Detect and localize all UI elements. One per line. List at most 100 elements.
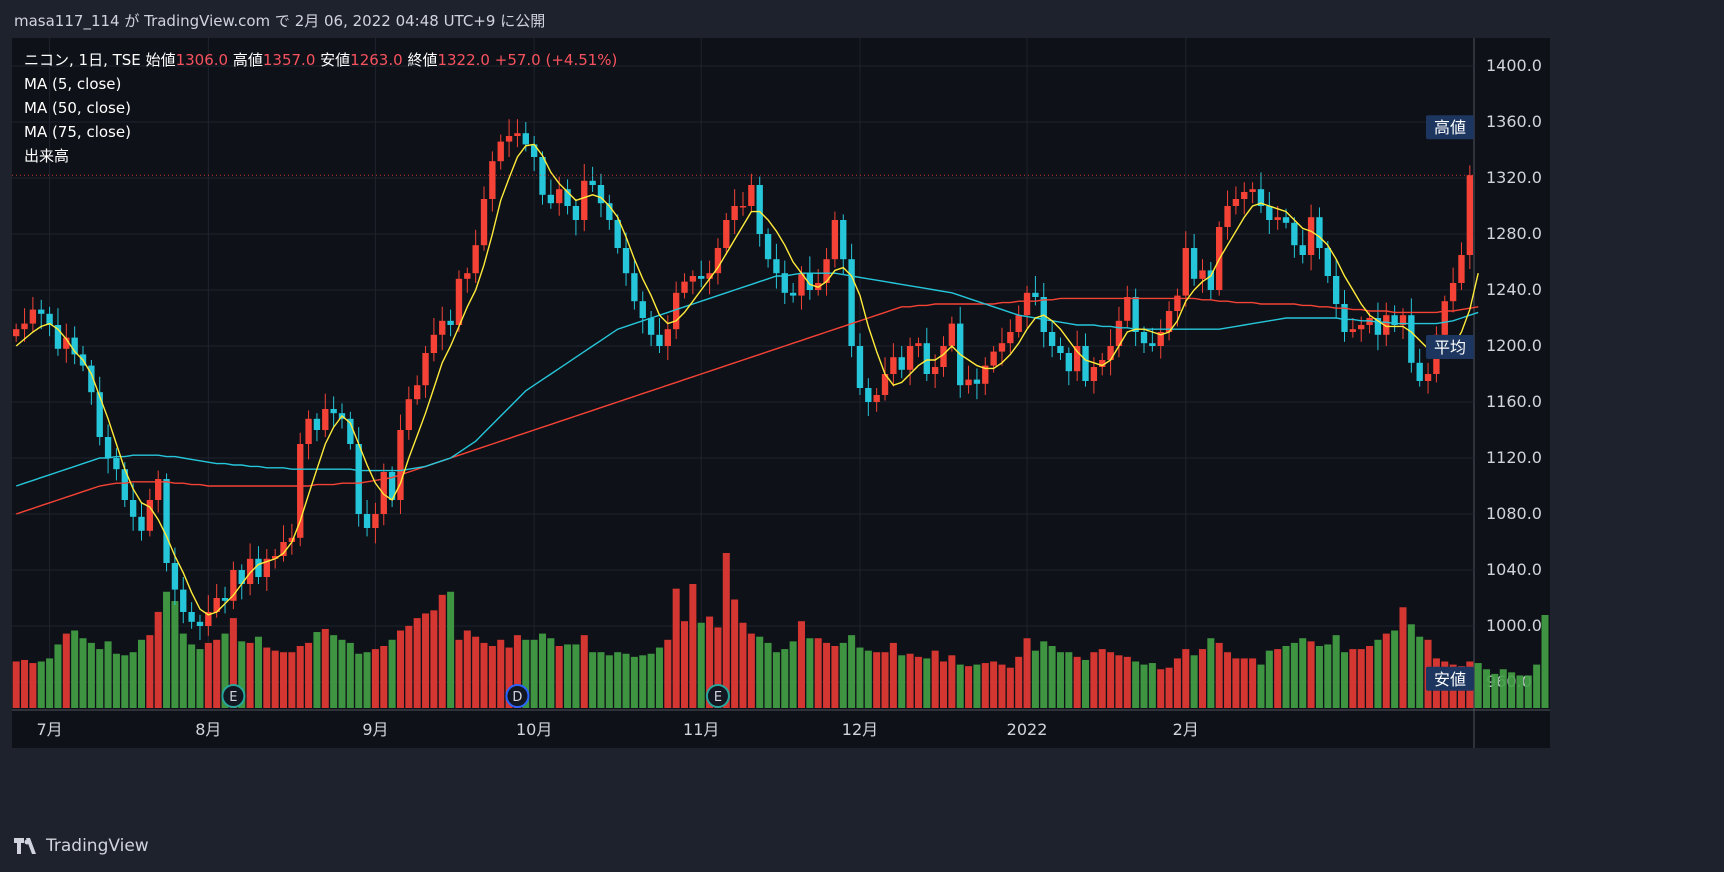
x-tick-label: 7月 — [37, 720, 63, 739]
candle-body — [731, 206, 738, 220]
candle — [748, 173, 755, 212]
volume-bar — [864, 650, 872, 708]
price-axis — [1474, 38, 1550, 710]
candle-body — [1015, 315, 1022, 332]
candle-body — [990, 351, 997, 366]
candle-body — [789, 292, 797, 296]
symbol-label[interactable]: ニコン, 1日, TSE — [24, 51, 141, 69]
indicator-volume[interactable]: 出来高 — [24, 147, 70, 165]
candle-body — [422, 353, 429, 386]
price-badge — [1426, 335, 1474, 359]
candle — [1099, 353, 1106, 376]
candle-body — [873, 395, 880, 402]
volume-bar — [1499, 669, 1507, 708]
volume-bar — [346, 642, 354, 708]
top-bar: masa117_114 が TradingView.com で 2月 06, 2… — [0, 0, 1724, 38]
candle-body — [322, 409, 329, 430]
volume-bar — [722, 553, 730, 708]
volume-bar — [664, 639, 672, 708]
y-tick-label: 1240.0 — [1486, 280, 1542, 299]
volume-bar — [330, 635, 338, 708]
volume-bar — [605, 655, 613, 708]
candle — [1107, 329, 1114, 376]
volume-bar — [1307, 641, 1315, 708]
tradingview-logo[interactable]: TradingView — [14, 836, 149, 856]
volume-bar — [814, 638, 822, 708]
volume-bar — [538, 633, 547, 708]
volume-bar — [1349, 649, 1357, 708]
candle — [1048, 320, 1056, 358]
candle — [789, 283, 797, 303]
volume-bar — [129, 652, 137, 708]
candle-body — [447, 320, 454, 325]
indicator-ma50[interactable]: MA (50, close) — [24, 99, 131, 117]
candle — [1324, 241, 1331, 283]
candle — [13, 323, 20, 342]
volume-bar — [1274, 649, 1282, 708]
ma50-line — [15, 272, 1479, 487]
volume-bar — [848, 635, 856, 708]
volume-bar — [104, 641, 112, 708]
event-marker — [221, 684, 246, 708]
volume-bar — [1065, 652, 1073, 708]
volume-bar — [1257, 664, 1265, 708]
chart-legend: ニコン, 1日, TSE 始値1306.0 高値1357.0 安値1263.0 … — [24, 48, 617, 168]
candle — [113, 448, 120, 481]
volume-bar — [96, 649, 104, 708]
volume-bar — [706, 616, 714, 708]
candle-body — [781, 273, 788, 293]
candle-body — [246, 558, 254, 584]
volume-bar — [87, 642, 95, 708]
candle — [1015, 305, 1022, 338]
candle — [104, 424, 112, 474]
candle-body — [439, 320, 446, 335]
volume-bar — [956, 664, 964, 708]
candle — [1341, 290, 1348, 342]
candle — [539, 151, 546, 205]
volume-bar — [280, 652, 288, 708]
publish-attribution: masa117_114 が TradingView.com で 2月 06, 2… — [14, 12, 546, 30]
footer-bar: TradingView — [0, 824, 1724, 872]
indicator-ma5[interactable]: MA (5, close) — [24, 75, 122, 93]
volume-bar — [488, 646, 496, 708]
candle — [63, 323, 70, 363]
candle-body — [1140, 332, 1148, 344]
candle — [363, 500, 371, 537]
volume-bar — [505, 647, 513, 708]
candle-body — [1424, 374, 1432, 381]
candle-body — [614, 220, 621, 248]
volume-bar — [1090, 652, 1098, 708]
volume-bar — [71, 630, 79, 708]
candle — [1307, 204, 1315, 271]
candle — [305, 410, 312, 460]
volume-bar — [254, 636, 262, 708]
volume-bar — [797, 621, 805, 708]
plot-area — [12, 38, 1474, 710]
indicator-ma75[interactable]: MA (75, close) — [24, 123, 131, 141]
volume-bar — [714, 627, 722, 708]
volume-bar — [1516, 675, 1524, 708]
candle — [1057, 337, 1064, 360]
candle-body — [1090, 367, 1098, 381]
candle-body — [180, 589, 187, 612]
candle-body — [330, 409, 337, 414]
candle-body — [564, 189, 571, 206]
candle-body — [1190, 248, 1198, 279]
candle — [129, 483, 137, 531]
candle — [831, 211, 839, 268]
price-chart[interactable]: 1400.0 1360.0 1320.0 1280.0 1240.0 1200.0 1160… — [0, 38, 1710, 824]
candle-body — [597, 185, 605, 204]
volume-bar — [1249, 658, 1257, 708]
volume-bar — [1215, 642, 1223, 708]
volume-bar — [1190, 655, 1198, 708]
candle — [806, 256, 814, 300]
candle-body — [96, 392, 103, 437]
candle — [906, 337, 914, 386]
chart-frame[interactable]: 1400.0 1360.0 1320.0 1280.0 1240.0 1200.0 1160… — [0, 38, 1710, 824]
candle — [505, 119, 513, 157]
high-value: 1357.0 — [262, 51, 316, 69]
price-badge — [1426, 115, 1474, 140]
candle — [1232, 186, 1240, 215]
volume-bar — [480, 642, 488, 708]
candle-body — [263, 558, 270, 577]
